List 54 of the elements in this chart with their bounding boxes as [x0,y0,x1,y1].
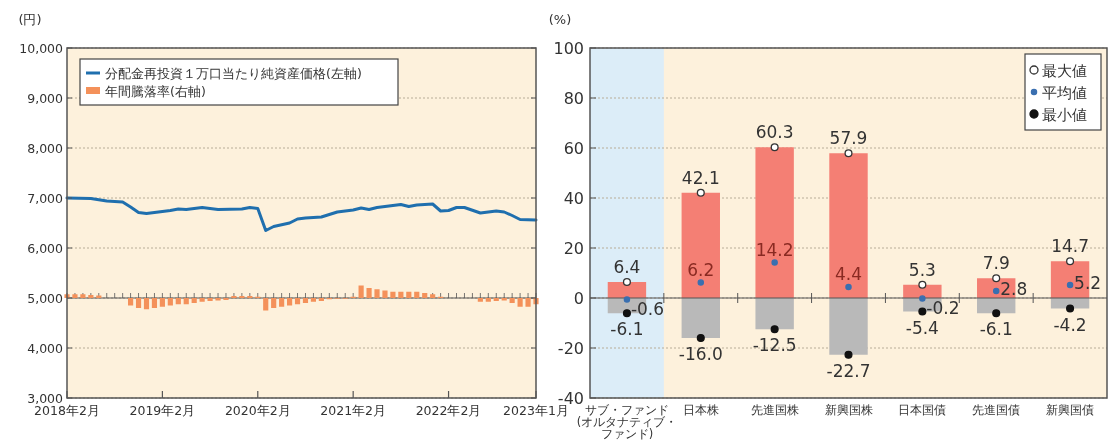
data-label: -0.2 [926,297,960,318]
data-label: 6.4 [613,257,641,277]
data-label: 7.9 [982,253,1010,274]
y-tick-label: 5,000 [27,291,64,306]
legend-label: 分配金再投資１万口当たり純資産価格(左軸) [105,66,362,81]
x-tick-label: 日本国債 [898,403,947,417]
y-tick-label: 7,000 [27,191,64,206]
x-tick-label: 2019年2月 [129,403,196,418]
x-tick-label: 日本株 [682,403,719,417]
y2-tick-label: 100 [553,39,584,58]
y-tick-label: 3,000 [27,391,64,406]
legend-label: 最小値 [1042,106,1087,124]
y2-tick-label: -20 [557,339,584,358]
y2-tick-label: 20 [563,239,584,258]
data-label: 57.9 [829,128,868,149]
y-tick-label: 4,000 [27,341,64,356]
y-axis-title: (円) [18,12,42,27]
y-tick-label: 10,000 [19,41,64,56]
data-label: 14.7 [1051,236,1089,257]
data-label: -12.5 [752,335,797,356]
data-label: 6.2 [687,259,715,280]
legend-label: 平均値 [1042,84,1087,102]
data-label: -16.0 [678,344,723,364]
y2-axis-title: (%) [548,12,572,27]
x-tick-label: 新興国株 [824,403,873,417]
x-tick-label: 2021年2月 [320,403,387,418]
data-label: 60.3 [755,122,794,143]
x-tick-label: サブ・ファンド(オルタナティブ・ファンド) [576,403,678,441]
data-label: -6.1 [979,319,1013,340]
x-tick-label: 2020年2月 [224,403,291,418]
y-tick-label: 8,000 [27,141,64,156]
data-label: 4.4 [834,264,863,284]
data-label: 14.2 [755,239,794,260]
data-label: 5.3 [908,259,936,280]
data-label: -4.2 [1053,314,1087,335]
y2-tick-label: 0 [573,289,584,308]
x-tick-label: 新興国債 [1046,403,1095,417]
x-tick-label: 2018年2月 [34,403,100,418]
legend-label: 最大値 [1042,62,1087,80]
y-tick-label: 6,000 [27,241,64,256]
x-tick-label: 先進国債 [972,403,1021,417]
y2-tick-label: 60 [563,139,584,158]
data-label: -22.7 [826,360,871,381]
x-tick-label: 2022年2月 [415,403,482,418]
x-tick-label: 2023年1月 [503,403,569,418]
y2-tick-label: 80 [563,89,584,108]
data-label: -6.1 [610,319,644,340]
x-tick-label: 先進国株 [750,403,799,417]
legend-label: 年間騰落率(右軸) [105,84,206,99]
y2-tick-label: 40 [563,189,584,208]
y-tick-label: 9,000 [27,91,64,106]
data-label: 42.1 [681,167,720,188]
data-label: -0.6 [630,298,665,319]
data-label: -5.4 [905,317,939,338]
